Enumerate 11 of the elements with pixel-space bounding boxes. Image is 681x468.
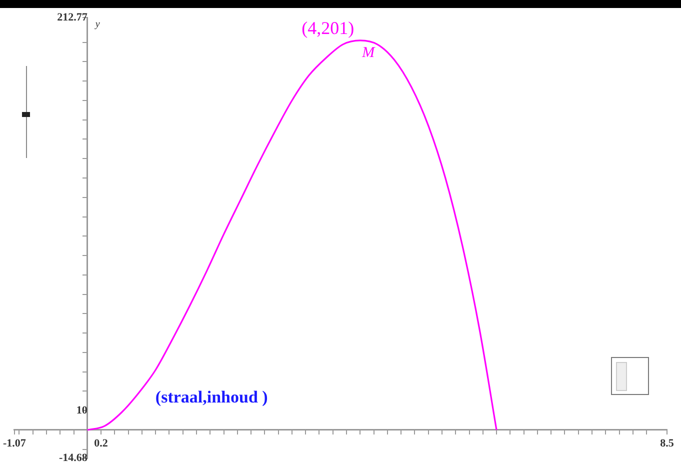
x-tick-label: 8.5 (660, 437, 674, 450)
annotation: M (361, 44, 376, 61)
y-tick-label: 10 (76, 404, 88, 416)
annotation: (4,201) (302, 18, 354, 38)
y-tick-label: 212.77 (57, 11, 88, 24)
x-tick-label: -1.07 (2, 437, 26, 450)
x-tick-label: 0.2 (94, 437, 108, 450)
line-series (86, 40, 498, 431)
y-tick-label: -14.68 (58, 452, 88, 464)
annotation: (straal,inhoud ) (155, 387, 268, 406)
y-axis-title: y (94, 19, 100, 30)
